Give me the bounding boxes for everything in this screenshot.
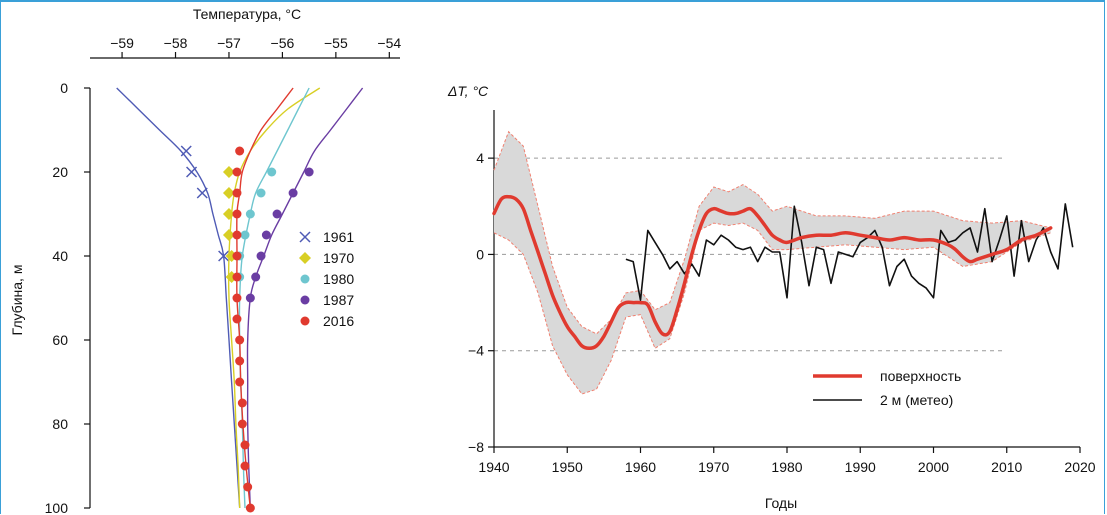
profile-point-2016 [245,503,255,513]
profile-point-1970 [222,208,235,220]
profile-point-2016 [232,314,242,324]
legend-label-1961: 1961 [323,229,354,245]
left-x-tick-label: −58 [164,35,188,51]
series-line-surface [492,194,1053,351]
profile-curve-1987 [246,87,364,509]
profile-point-1961 [196,187,208,199]
right-y-tick-label: 0 [476,246,484,262]
right-x-tick-label: 2000 [918,459,949,475]
right-y-tick-label: −8 [468,439,484,455]
left-x-tick-label: −57 [217,35,241,51]
profile-point-2016 [232,188,242,198]
profile-point-2016 [243,482,253,492]
right-series-group [492,194,1074,351]
band-upper-edge [493,130,1051,335]
legend-marker-2016 [300,316,310,326]
profile-point-1961 [218,250,230,262]
profile-point-1970 [222,166,235,178]
left-x-axis-label: Температура, °C [193,6,301,22]
profile-point-1970 [222,229,235,241]
profile-point-1980 [240,230,250,240]
legend-label-1970: 1970 [323,250,354,266]
profile-point-1961 [180,145,192,157]
profile-point-2016 [232,230,242,240]
series-line-meteo [625,203,1074,301]
right-x-tick-label: 2010 [991,459,1022,475]
profile-point-2016 [237,398,247,408]
left-y-tick-label: 20 [52,164,68,180]
right-axes: −8 −4 0 4 1940 1950 1960 1970 1980 1990 2000 2010 20… [468,110,1096,475]
left-x-tick-label: −59 [110,35,134,51]
left-axes: −59 −58 −57 −56 −55 −54 0 20 40 60 80 100 [45,35,402,515]
right-x-tick-label: 1990 [845,459,876,475]
profile-point-2016 [240,440,250,450]
profile-point-1987 [256,251,266,261]
profile-point-1987 [288,188,298,198]
profile-point-2016 [232,272,242,282]
right-x-tick-label: 1980 [771,459,802,475]
left-legend: 1961 1970 1980 1987 2016 [299,229,354,329]
legend-label-1987: 1987 [323,292,354,308]
profile-point-1987 [251,272,261,282]
band-fill [494,131,1051,394]
profile-point-1987 [261,230,271,240]
legend-marker-1980 [300,274,310,284]
left-y-axis-label: Глубина, м [9,265,25,336]
profile-point-1980 [256,188,266,198]
left-series-group [116,87,364,513]
right-y-axis-label: ΔT, °C [447,83,489,99]
right-x-tick-label: 2020 [1064,459,1095,475]
uncertainty-band [493,130,1051,395]
profile-point-2016 [235,356,245,366]
profile-point-2016 [235,335,245,345]
profile-point-1987 [272,209,282,219]
profile-point-2016 [235,146,245,156]
legend-label-surface: поверхность [880,368,961,384]
legend-marker-1970 [299,252,311,264]
legend-label-1980: 1980 [323,271,354,287]
right-y-tick-label: −4 [468,343,484,359]
right-x-tick-label: 1960 [625,459,656,475]
profile-point-2016 [232,209,242,219]
profile-point-2016 [232,167,242,177]
right-x-axis-label: Годы [765,495,797,511]
legend-label-meteo: 2 м (метео) [880,392,953,408]
legend-marker-1987 [300,295,310,305]
right-x-tick-label: 1950 [552,459,583,475]
left-y-tick-label: 80 [52,416,68,432]
left-y-tick-label: 0 [60,80,68,96]
profile-point-2016 [235,377,245,387]
profile-point-1980 [245,209,255,219]
profile-point-1961 [186,166,198,178]
profile-point-2016 [232,293,242,303]
left-x-tick-label: −56 [271,35,295,51]
right-legend: поверхность 2 м (метео) [813,368,961,408]
legend-marker-1961 [299,231,311,243]
profile-point-1987 [304,167,314,177]
profile-point-1980 [267,167,277,177]
profile-point-2016 [232,251,242,261]
profile-point-1970 [222,187,235,199]
profile-curve-1961 [116,87,241,509]
left-x-tick-label: −54 [377,35,401,51]
right-x-tick-label: 1940 [478,459,509,475]
left-y-tick-label: 40 [52,248,68,264]
right-x-tick-label: 1970 [698,459,729,475]
profile-point-1987 [245,293,255,303]
profile-point-2016 [240,461,250,471]
left-x-tick-label: −55 [324,35,348,51]
legend-label-2016: 2016 [323,313,354,329]
left-y-tick-label: 100 [45,500,69,515]
right-y-tick-label: 4 [476,150,484,166]
left-y-tick-label: 60 [52,332,68,348]
band-lower-edge [493,222,1051,395]
profile-point-2016 [237,419,247,429]
